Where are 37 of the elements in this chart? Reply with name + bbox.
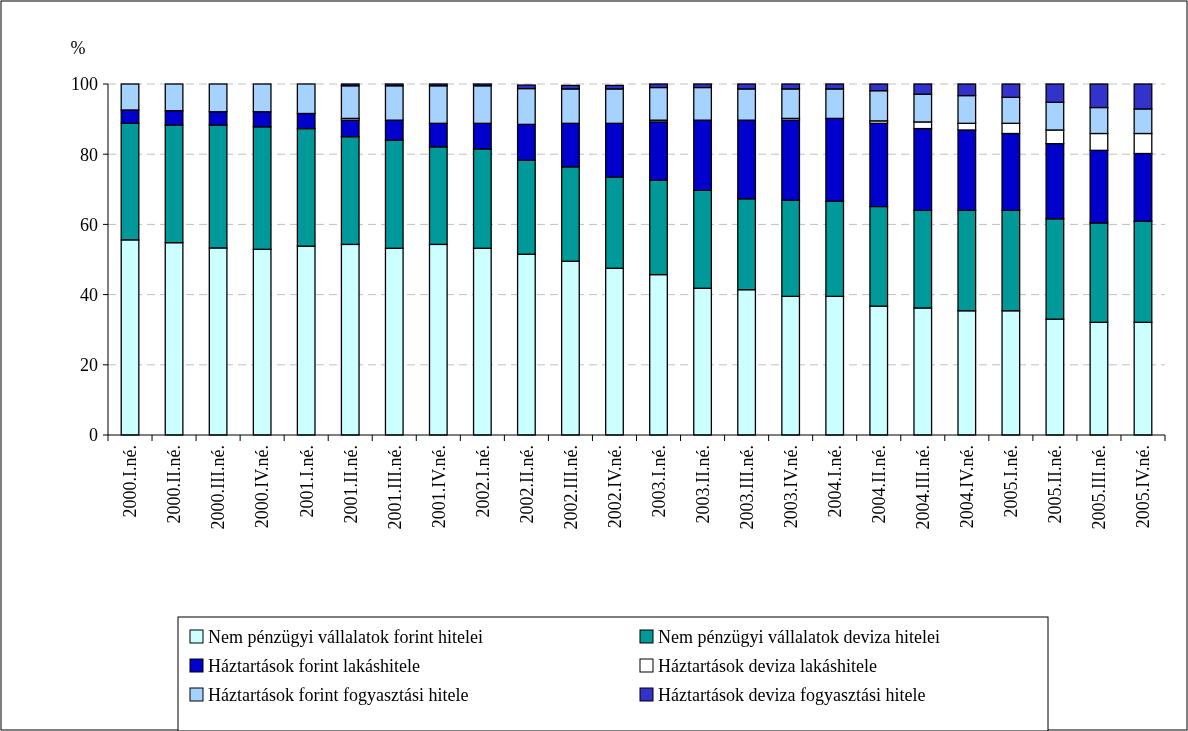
x-tick-label: 2002.II.né. — [516, 445, 537, 524]
y-tick-label: 40 — [80, 284, 98, 305]
y-tick-label: 80 — [80, 144, 98, 165]
legend-label: Nem pénzügyi vállalatok forint hitelei — [208, 627, 483, 648]
x-tick-label: 2000.II.né. — [164, 445, 185, 524]
y-tick-label: 0 — [89, 425, 98, 446]
legend-label: Háztartások deviza fogyasztási hitele — [658, 685, 926, 706]
x-tick-label: 2005.IV.né. — [1133, 445, 1154, 529]
x-tick-label: 2000.III.né. — [208, 445, 229, 530]
x-tick-label: 2001.II.né. — [340, 445, 361, 524]
legend-label: Nem pénzügyi vállalatok deviza hitelei — [658, 627, 940, 648]
x-tick-label: 2002.III.né. — [560, 445, 581, 530]
legend-label: Háztartások forint lakáshitele — [208, 656, 420, 677]
x-tick-label: 2005.II.né. — [1045, 445, 1066, 524]
x-tick-label: 2005.III.né. — [1089, 445, 1110, 530]
x-tick-label: 2004.I.né. — [824, 445, 845, 518]
y-tick-label: 20 — [80, 355, 98, 376]
x-tick-label: 2004.II.né. — [869, 445, 890, 524]
x-tick-label: 2001.III.né. — [384, 445, 405, 530]
x-tick-label: 2001.I.né. — [296, 445, 317, 518]
x-tick-label: 2005.I.né. — [1001, 445, 1022, 518]
x-tick-label: 2002.IV.né. — [604, 445, 625, 529]
x-tick-label: 2000.I.né. — [120, 445, 141, 518]
legend-label: Háztartások deviza lakáshitele — [658, 656, 877, 677]
x-tick-label: 2003.II.né. — [692, 445, 713, 524]
x-tick-label: 2000.IV.né. — [252, 445, 273, 529]
x-tick-label: 2003.IV.né. — [780, 445, 801, 529]
x-tick-label: 2004.IV.né. — [957, 445, 978, 529]
legend-label: Háztartások forint fogyasztási hitele — [208, 685, 469, 706]
y-tick-label: 100 — [71, 74, 98, 95]
y-axis-title: % — [70, 38, 86, 58]
y-tick-label: 60 — [80, 214, 98, 235]
x-tick-label: 2004.III.né. — [913, 445, 934, 530]
x-tick-label: 2002.I.né. — [472, 445, 493, 518]
x-tick-label: 2003.I.né. — [648, 445, 669, 518]
x-tick-label: 2001.IV.né. — [428, 445, 449, 529]
x-tick-label: 2003.III.né. — [736, 445, 757, 530]
